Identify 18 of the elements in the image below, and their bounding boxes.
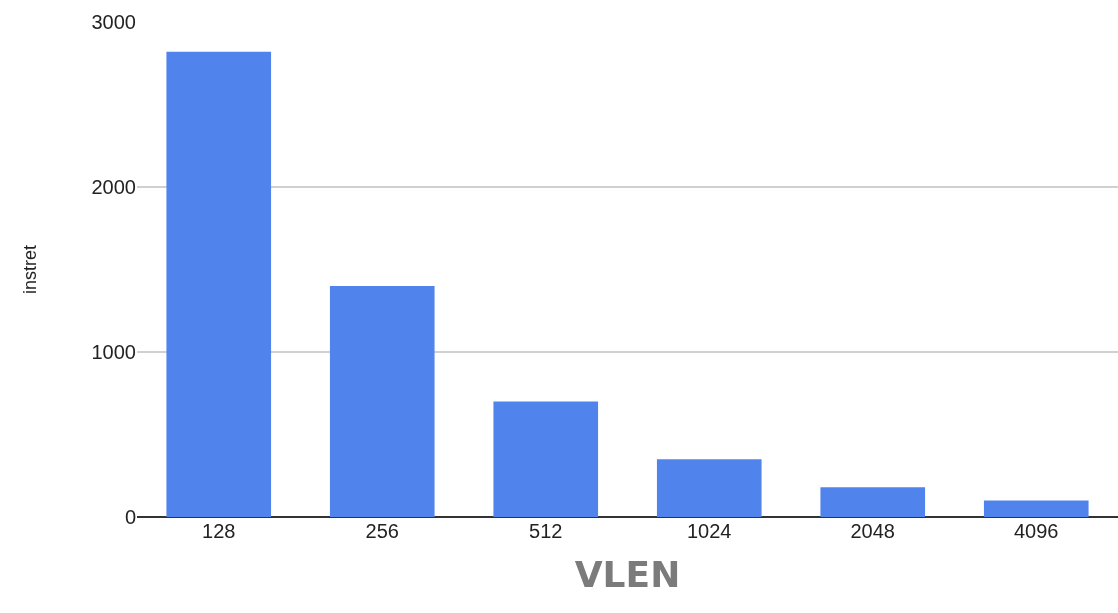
y-tick-label: 2000 bbox=[91, 176, 136, 198]
x-tick-label: 1024 bbox=[687, 520, 732, 542]
bar bbox=[493, 401, 599, 517]
x-tick-label: 2048 bbox=[850, 520, 895, 542]
x-tick-label: 128 bbox=[202, 520, 236, 542]
bar bbox=[820, 487, 926, 517]
bar bbox=[329, 286, 435, 517]
y-tick-label: 1000 bbox=[91, 341, 136, 363]
x-tick-label: 4096 bbox=[1014, 520, 1059, 542]
bar bbox=[656, 459, 762, 517]
y-tick-label: 3000 bbox=[91, 11, 136, 33]
bar bbox=[983, 500, 1089, 517]
x-tick-label: 256 bbox=[365, 520, 399, 542]
y-tick-label: 0 bbox=[124, 506, 136, 528]
y-axis-title: instret bbox=[19, 244, 40, 295]
x-axis-title: VLEN bbox=[574, 553, 681, 595]
x-tick-label: 512 bbox=[529, 520, 563, 542]
bar bbox=[166, 51, 272, 517]
